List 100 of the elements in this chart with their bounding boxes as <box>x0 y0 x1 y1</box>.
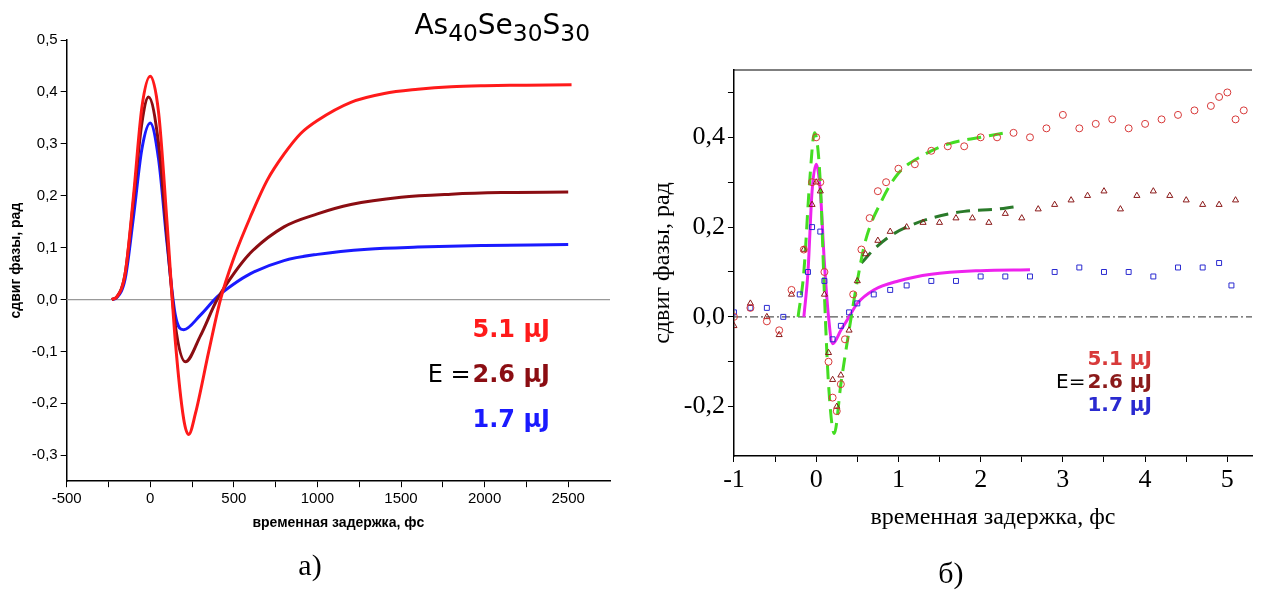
text: а) <box>297 548 323 582</box>
point <box>836 380 845 389</box>
point <box>976 133 985 142</box>
point <box>1166 191 1174 198</box>
point <box>1076 264 1083 271</box>
point <box>874 236 882 243</box>
point <box>873 187 882 196</box>
x-tick-label: 0 <box>146 489 155 507</box>
point <box>837 322 844 329</box>
point <box>1108 115 1117 124</box>
point <box>1125 269 1132 275</box>
point <box>1173 110 1182 119</box>
point <box>927 146 936 155</box>
point <box>832 407 841 416</box>
y-tick-label: 0,0 <box>692 300 725 330</box>
point <box>829 336 836 343</box>
point <box>820 267 829 276</box>
point <box>1101 269 1107 275</box>
point <box>1051 269 1058 275</box>
point <box>887 286 894 293</box>
point <box>804 269 811 275</box>
x-tick-label: 2000 <box>467 489 502 507</box>
point <box>882 178 891 187</box>
y-tick-label: -0,2 <box>31 393 58 411</box>
point <box>870 291 877 298</box>
point <box>910 160 919 169</box>
point <box>1091 119 1100 128</box>
y-tick-label: -0,1 <box>31 341 58 359</box>
y-axis-title: сдвиг фазы, рад <box>647 182 674 344</box>
point <box>828 393 837 402</box>
point <box>824 357 833 366</box>
point <box>833 402 841 409</box>
x-tick-label: 1 <box>891 464 905 494</box>
x-tick-label: 1500 <box>384 489 418 507</box>
point <box>849 290 858 299</box>
y-tick-label: 0,0 <box>36 289 58 307</box>
point <box>857 245 866 254</box>
point <box>977 273 984 280</box>
point <box>1133 191 1141 198</box>
text: 5.1 μJ <box>472 315 550 344</box>
point <box>1199 200 1207 207</box>
point <box>1075 124 1084 133</box>
point <box>821 277 828 284</box>
line-series <box>859 205 1016 265</box>
point <box>837 371 845 378</box>
point <box>1149 187 1157 194</box>
point <box>1009 128 1018 137</box>
x-tick-label: 3 <box>1056 464 1070 494</box>
point <box>943 142 952 151</box>
point <box>817 228 824 235</box>
point <box>985 218 993 225</box>
point <box>1116 205 1124 212</box>
point <box>845 326 853 333</box>
x-tick-label: 2500 <box>551 489 585 507</box>
point <box>1042 124 1051 133</box>
point <box>903 282 910 289</box>
point <box>812 178 820 185</box>
point <box>919 218 927 225</box>
point <box>952 214 960 221</box>
point <box>960 142 969 151</box>
point <box>775 326 784 335</box>
x-tick-label: -1 <box>723 464 745 494</box>
point <box>787 290 796 297</box>
point <box>968 214 976 221</box>
point <box>1124 124 1133 133</box>
y-tick-label: -0,3 <box>31 445 58 463</box>
x-tick-label: 5 <box>1220 464 1234 494</box>
point <box>1228 282 1235 289</box>
chart-title: As$_{40}$Se$_{30}$S$_{30}$ <box>414 8 590 47</box>
x-tick-label: 1000 <box>300 489 335 507</box>
point <box>886 227 894 234</box>
point <box>1034 205 1042 212</box>
point <box>1190 106 1199 115</box>
y-tick-label: 0,5 <box>36 30 58 48</box>
point <box>1018 214 1026 221</box>
point <box>787 285 796 294</box>
point <box>928 277 935 284</box>
point <box>865 214 874 223</box>
text: 2.6 μJ <box>1087 369 1152 394</box>
point <box>1002 273 1009 280</box>
point <box>824 348 833 356</box>
point <box>1100 187 1108 194</box>
text: б) <box>937 556 965 590</box>
point <box>1027 273 1033 280</box>
text: 1.7 μJ <box>472 405 550 434</box>
point <box>1232 196 1240 203</box>
point <box>829 375 837 382</box>
point <box>1231 115 1240 124</box>
y-tick-label: 0,3 <box>36 133 58 151</box>
x-tick-label: 0 <box>809 464 823 494</box>
point <box>1223 88 1232 97</box>
point <box>809 224 816 231</box>
point <box>993 133 1002 142</box>
point <box>1001 209 1009 216</box>
point <box>775 330 783 338</box>
point <box>1150 273 1157 280</box>
point <box>1215 92 1224 101</box>
legend-title: E= <box>1056 369 1086 394</box>
x-axis-title: временная задержка, фс <box>870 502 1116 529</box>
y-tick-label: 0,4 <box>36 82 58 100</box>
